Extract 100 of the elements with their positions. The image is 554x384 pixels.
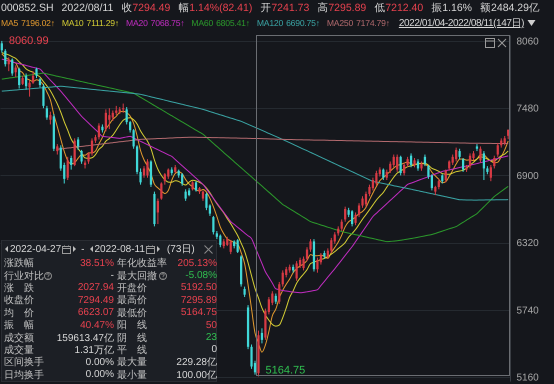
annotation: 平线: [117, 344, 147, 356]
annotation: 最小量: [117, 368, 147, 382]
y-tick-label: 6320: [516, 238, 540, 250]
text: MA20: [126, 18, 148, 28]
candlestick: [410, 152, 412, 168]
text: 开7241.73: [260, 2, 310, 14]
candlestick: [344, 206, 346, 222]
annotation: 7294.49: [76, 294, 114, 306]
candlestick: [441, 174, 444, 184]
annotation: 50: [204, 320, 217, 331]
annotation: 行业对比: [4, 270, 44, 282]
candlestick: [22, 75, 24, 86]
candlestick: [306, 246, 308, 262]
text: 6805.41↑: [216, 18, 250, 28]
text: 振1.16%: [431, 2, 472, 14]
candlestick: [66, 156, 69, 181]
annotation: 最低价: [117, 306, 147, 320]
candlestick: [434, 185, 436, 196]
candlestick: [164, 172, 166, 186]
candlestick: [230, 240, 232, 255]
annotation: 100.00亿: [175, 368, 217, 382]
text: MA5: [1, 18, 18, 28]
candlestick: [18, 67, 20, 90]
candlestick: [14, 64, 17, 78]
candlestick: [504, 136, 506, 146]
annotation: 涨跌: [4, 282, 34, 295]
text: MA250: [326, 18, 354, 28]
annotation: 7295.89: [180, 294, 217, 306]
annotation: 5192.50: [180, 282, 217, 294]
candlestick: [496, 142, 499, 158]
line-series: [1, 86, 509, 201]
text: 高7295.89: [317, 2, 366, 14]
annotation: 阴线: [117, 332, 147, 344]
candlestick: [90, 138, 94, 156]
annotation: 6623.07: [76, 307, 114, 318]
candlestick: [70, 155, 72, 170]
candlestick: [458, 148, 461, 160]
text: MA120: [256, 18, 284, 28]
candlestick: [11, 58, 14, 76]
annotation: 38.51%: [79, 258, 114, 269]
annotation: 区间换手: [4, 356, 44, 370]
text: 幅1.14%(82.41): [178, 2, 252, 14]
annotation: 开盘价: [117, 282, 147, 294]
annotation: 23: [204, 332, 217, 344]
annotation: 205.13%: [176, 258, 217, 269]
annotation: 收盘价: [4, 294, 34, 308]
annotation: (73日): [166, 243, 195, 256]
text: 低7212.40: [374, 2, 424, 14]
candlestick: [28, 80, 31, 98]
candlestick: [222, 238, 225, 249]
candlestick: [122, 103, 124, 114]
text: MA60: [191, 18, 214, 28]
text: 7174.79↑: [356, 18, 390, 28]
candlestick: [382, 168, 384, 181]
text: 2022/08/11: [62, 2, 114, 14]
annotation: 40.47%: [79, 320, 114, 331]
annotation: 2022-04-27: [10, 244, 62, 254]
annotation: 5164.75: [180, 307, 217, 318]
candlestick: [400, 155, 402, 176]
candlestick: [42, 83, 45, 109]
text: 2022/01/04-2022/08/11(147日): [398, 17, 524, 30]
candlestick: [56, 144, 58, 156]
annotation: 1.31万亿: [74, 344, 114, 357]
text: 7111.29↑: [86, 18, 119, 28]
annotation: 2027.94: [76, 282, 114, 294]
y-tick-label: 6900: [516, 170, 540, 182]
annotation: -5.08%: [184, 270, 217, 282]
candlestick: [38, 78, 42, 88]
chart-title: 000852.SH: [1, 2, 54, 14]
annotation: 最大量: [117, 356, 147, 370]
candlestick: [396, 154, 398, 172]
annotation: 8060.99: [8, 34, 49, 47]
candlestick: [444, 169, 447, 183]
candlestick: [49, 111, 52, 125]
candlestick: [236, 238, 239, 254]
candlestick: [340, 218, 343, 232]
candlestick: [219, 234, 222, 248]
candlestick: [455, 147, 458, 162]
annotation: 日均换手: [4, 368, 44, 382]
text: 6690.75↑: [286, 18, 320, 28]
text: MA10: [62, 18, 84, 28]
annotation: 振幅: [4, 319, 34, 332]
annotation: 成交量: [4, 344, 34, 357]
candlestick: [274, 293, 277, 304]
annotation: 5164.75: [265, 364, 306, 376]
annotation: 2022-08-11: [94, 244, 145, 254]
annotation: 阳线: [117, 318, 147, 332]
candlestick: [146, 158, 149, 178]
text: 收7294.49: [121, 2, 170, 14]
annotation: 0.00%: [84, 369, 114, 380]
text: 额2484.29亿: [480, 2, 540, 14]
annotation: 成交额: [4, 332, 34, 344]
annotation: 年化收益率: [117, 256, 167, 270]
annotation: 0: [210, 344, 217, 356]
candlestick: [104, 108, 107, 132]
y-tick-label: 8060: [516, 36, 540, 48]
candlestick: [108, 108, 110, 130]
candlestick: [205, 192, 208, 211]
text: 7196.02↑: [21, 18, 55, 28]
y-tick-label: 5160: [516, 372, 540, 384]
